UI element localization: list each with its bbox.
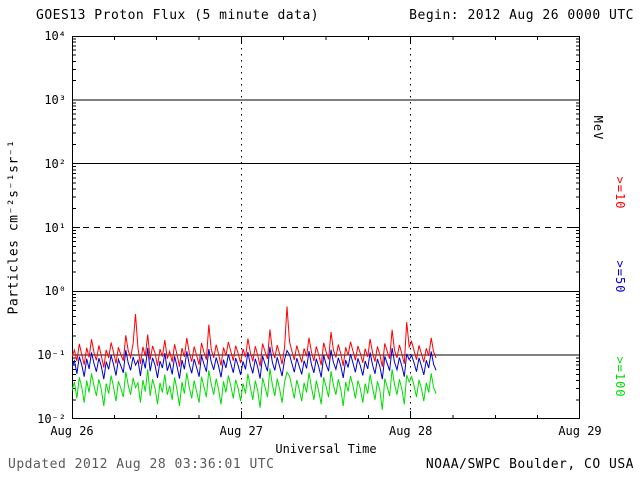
updated-timestamp: Updated 2012 Aug 28 03:36:01 UTC [8,457,275,472]
y-tick-label: 10¹ [44,220,66,235]
plot-area [71,35,581,420]
plot-canvas [71,35,581,420]
series-label-ge10: >=10 [613,176,627,210]
mev-unit-label: MeV [591,115,605,141]
y-tick-label: 10² [44,156,66,171]
y-tick-label: 10⁴ [44,29,66,43]
series-trace-gege100 [71,368,437,410]
chart-title: GOES13 Proton Flux (5 minute data) [36,8,320,23]
credit-label: NOAA/SWPC Boulder, CO USA [425,457,634,472]
series-trace-gege10 [71,306,437,368]
series-trace-gege50 [71,346,437,380]
x-tick-label: Aug 27 [219,424,263,438]
y-tick-label: 10³ [44,92,66,107]
x-axis-label: Universal Time [275,442,377,456]
y-tick-label: 10⁻¹ [37,348,66,363]
x-tick-label: Aug 28 [388,424,433,438]
y-tick-label: 10⁰ [44,284,66,299]
x-tick-label: Aug 29 [558,424,602,438]
series-label-ge50: >=50 [613,260,627,294]
series-label-ge100: >=100 [613,356,627,398]
plot-border [72,36,580,419]
x-tick-label: Aug 26 [50,424,94,438]
y-tick-label: 10⁻² [37,412,66,426]
y-axis-label: Particles cm⁻²s⁻¹sr⁻¹ [6,139,22,315]
begin-time-label: Begin: 2012 Aug 26 0000 UTC [409,8,634,23]
